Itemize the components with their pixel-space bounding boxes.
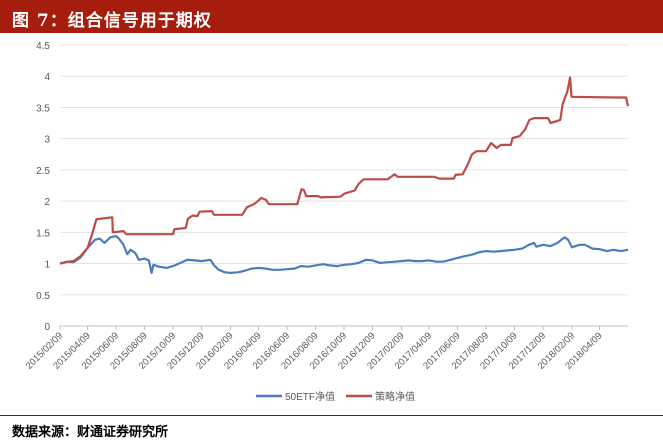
y-tick-label: 2.5 (36, 166, 50, 177)
series-line-50etf (59, 235, 629, 274)
y-tick-label: 1.5 (36, 228, 50, 239)
source-note: 数据来源：财通证券研究所 (12, 421, 168, 440)
y-tick-label: 4 (44, 72, 50, 83)
y-tick-label: 1 (44, 260, 50, 271)
y-tick-label: 0.5 (36, 291, 50, 302)
figure-title: 图 7：组合信号用于期权 (12, 11, 212, 31)
footer-divider (0, 415, 663, 416)
legend-label: 50ETF净值 (285, 390, 335, 403)
y-tick-label: 3 (44, 135, 50, 146)
y-tick-label: 0 (44, 322, 50, 333)
y-tick-label: 3.5 (36, 103, 50, 114)
title-bar: 图 7：组合信号用于期权 (0, 0, 663, 33)
line-chart: 00.511.522.533.544.52015/02/092015/04/09… (24, 41, 630, 403)
source-text: 财通证券研究所 (77, 425, 169, 440)
series-line-strategy (59, 76, 630, 265)
chart-area: 0 0.5 1 1.5 2 2.5 3 3.5 4 4.5 2015/02/09 2015/04/09… (0, 33, 663, 415)
y-tick-label: 2 (44, 197, 50, 208)
y-tick-label: 4.5 (36, 41, 50, 52)
source-label: 数据来源： (12, 425, 78, 440)
legend-label: 策略净值 (375, 390, 415, 403)
